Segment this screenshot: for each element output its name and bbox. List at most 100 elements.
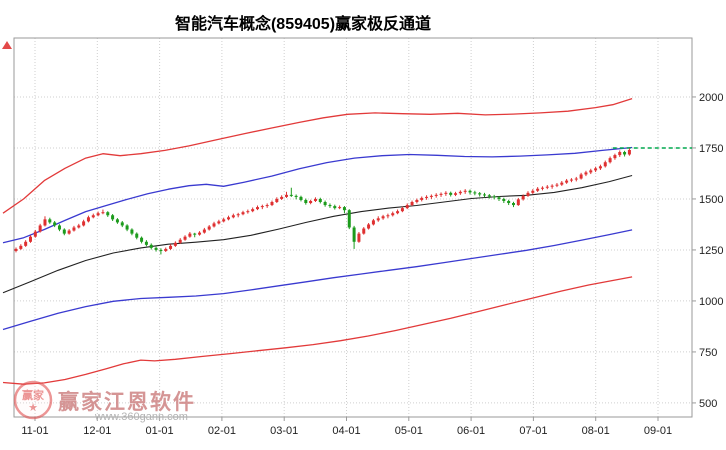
x-axis-label: 11-01 [21,425,48,437]
x-axis-label: 05-01 [395,425,423,437]
candle-body [140,237,144,242]
candle-body [536,188,540,191]
candle-body [289,194,293,196]
candle-body [309,200,313,204]
x-axis-label: 06-01 [457,425,485,437]
candle-body [135,233,139,238]
y-axis-label: 1000 [699,296,723,308]
candle-body [91,215,95,218]
candle-body [14,248,18,251]
candle-body [227,217,231,220]
x-axis-label: 03-01 [270,425,298,437]
candle-body [579,174,583,179]
candle-body [265,205,269,207]
x-axis-label: 01-01 [146,425,174,437]
candle-body [38,225,42,232]
candle-body [347,210,351,228]
candle-body [410,202,414,206]
candle-body [381,216,385,219]
candle-body [125,225,129,230]
candle-body [618,152,622,156]
candle-body [130,229,134,234]
candle-body [198,232,202,235]
candle-body [371,220,375,225]
candle-body [627,149,631,155]
band-lower-channel-blue [2,229,633,331]
candle-body [164,248,168,251]
candle-body [222,219,226,222]
candle-body [236,214,240,216]
plot-frame [13,37,693,418]
candle-body [260,206,264,208]
candle-body [608,158,612,163]
candle-body [57,225,61,230]
candle-body [207,226,211,230]
candle-body [256,207,259,210]
candle-body [594,168,598,171]
candle-body [449,192,453,195]
y-axis-label: 1250 [699,245,723,257]
candle-body [429,195,433,197]
candle-body [367,224,371,229]
x-axis-label: 12-01 [83,425,111,437]
candle-body [396,211,400,214]
x-axis-label: 09-01 [644,425,672,437]
candle-body [328,205,332,207]
candle-body [202,229,206,233]
candle-body [19,245,23,249]
candle-body [487,195,491,197]
candle-body [444,192,448,194]
candle-body [323,202,327,206]
y-axis-label: 1750 [699,143,723,155]
chart-title: 智能汽车概念(859405)赢家极反通道 [174,16,432,33]
candle-body [48,219,52,223]
candle-body [144,241,148,245]
candle-body [540,187,544,189]
candle-body [483,194,487,196]
candle-body [169,245,173,249]
x-axis-label: 02-01 [208,425,236,437]
x-axis-label: 04-01 [332,425,360,437]
candle-body [106,212,110,216]
candle-body [294,195,298,197]
candle-body [434,194,438,196]
candle-body [454,193,458,195]
candle-body [511,203,515,206]
candle-body [183,236,187,240]
candle-body [531,190,535,193]
candle-body [53,222,57,226]
y-axis-label: 2000 [699,92,723,104]
candle-body [101,212,105,214]
candle-body [299,196,303,200]
candle-body [362,228,366,234]
candle-body [521,195,525,200]
candle-body [173,242,177,246]
candle-body [623,152,627,155]
candle-body [86,217,90,222]
candle-body [468,190,472,193]
candle-body [545,186,549,188]
candle-body [507,200,511,204]
candle-body [111,215,115,220]
candle-body [246,211,250,213]
candle-body [357,233,361,242]
candle-body [154,247,158,250]
band-upper-rail-red [2,97,633,214]
candle-body [241,212,245,215]
candle-body [574,178,578,180]
candle-body [280,196,284,199]
candle-body [400,208,404,212]
candle-body [584,172,588,175]
candle-body [318,198,322,203]
candle-body [82,221,86,226]
candle-body [120,222,124,226]
candle-body [502,198,506,201]
candle-body [72,227,76,231]
candle-body [67,230,71,234]
candle-body [560,182,564,185]
candle-body [284,194,288,197]
candle-body [463,190,467,192]
candle-body [270,202,274,206]
candle-body [569,179,573,181]
